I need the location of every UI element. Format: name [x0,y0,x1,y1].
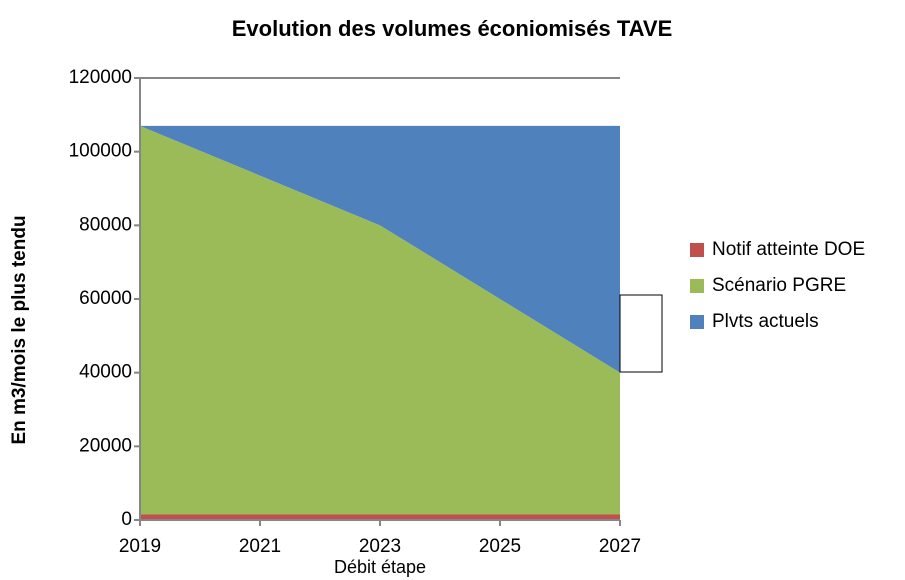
y-tick-label: 100000 [69,141,132,162]
x-tick-label: 2019 [119,536,161,557]
legend-swatch [690,243,704,257]
x-tick-label: 2025 [479,536,521,557]
area [140,125,620,373]
x-tick-label: 2023 [359,536,401,557]
y-tick-label: 80000 [79,214,132,235]
legend-swatch [690,279,704,293]
y-axis-label: En m3/mois le plus tendu [9,215,30,444]
y-tick-label: 20000 [79,435,132,456]
x-axis-label: Débit étape [334,557,426,577]
legend-label: Scénario PGRE [712,275,846,296]
x-tick-label: 2021 [239,536,281,557]
area [140,514,620,520]
legend-label: Plvts actuels [712,311,819,332]
y-tick-label: 120000 [69,67,132,88]
area [140,125,620,515]
legend-swatch [690,315,704,329]
legend-label: Notif atteinte DOE [712,239,865,260]
y-tick-label: 40000 [79,362,132,383]
chart-title: Evolution des volumes éconiomisés TAVE [232,16,673,41]
y-tick-label: 60000 [79,288,132,309]
empty-box [619,294,663,373]
x-tick-label: 2027 [599,536,641,557]
y-tick-label: 0 [121,509,132,530]
